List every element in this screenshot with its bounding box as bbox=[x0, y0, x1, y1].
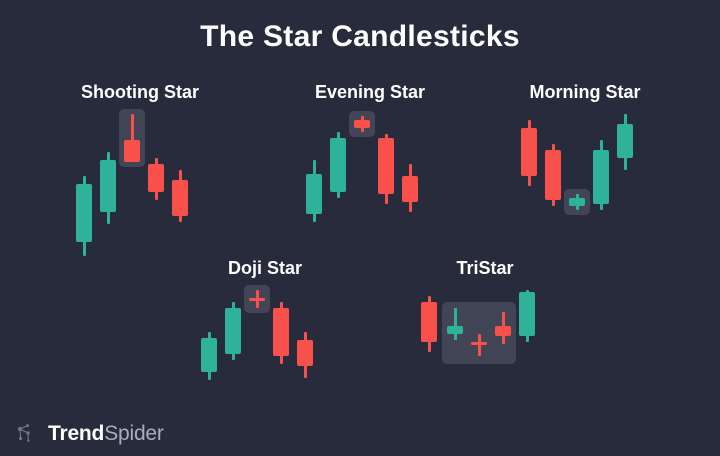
candle-body bbox=[354, 120, 370, 128]
candle-body bbox=[521, 128, 537, 176]
pattern-tristar: TriStar bbox=[405, 258, 565, 408]
candle-body bbox=[569, 198, 585, 206]
pattern-label-shooting-star: Shooting Star bbox=[81, 82, 199, 102]
pattern-evening-star: Evening Star bbox=[290, 82, 450, 252]
candle-body bbox=[249, 298, 265, 301]
candle-body bbox=[124, 140, 140, 162]
page-title: The Star Candlesticks bbox=[200, 20, 520, 53]
candle-wick bbox=[130, 114, 134, 162]
candle-body bbox=[447, 326, 463, 334]
candle-body bbox=[76, 184, 92, 242]
candle-body bbox=[402, 176, 418, 202]
candle-body bbox=[378, 138, 394, 194]
candle-body bbox=[148, 164, 164, 192]
brand-name-light: Spider bbox=[104, 422, 164, 445]
candle-body bbox=[100, 160, 116, 212]
pattern-label-doji-star: Doji Star bbox=[227, 258, 302, 278]
brand-name: TrendSpider bbox=[48, 422, 164, 446]
candle-body bbox=[297, 340, 313, 366]
candle-canvas-tristar bbox=[405, 288, 565, 408]
candle-canvas-evening-star bbox=[290, 111, 450, 252]
candle-body bbox=[330, 138, 346, 192]
candle-wick bbox=[477, 334, 481, 356]
trendspider-molecule-icon bbox=[16, 422, 40, 446]
candle-body bbox=[421, 302, 437, 342]
candle-body bbox=[225, 308, 241, 354]
candle-body bbox=[617, 124, 633, 158]
candle-body bbox=[545, 150, 561, 200]
pattern-label-evening-star: Evening Star bbox=[314, 82, 426, 102]
candle-body bbox=[273, 308, 289, 356]
candle-wick bbox=[453, 308, 457, 340]
candle-body bbox=[306, 174, 322, 214]
candle-body bbox=[519, 292, 535, 336]
candle-body bbox=[201, 338, 217, 372]
pattern-morning-star: Morning Star bbox=[505, 82, 665, 252]
candle-body bbox=[471, 342, 487, 345]
brand-logo: TrendSpider bbox=[16, 422, 164, 446]
pattern-label-morning-star: Morning Star bbox=[529, 82, 641, 102]
candle-body bbox=[172, 180, 188, 216]
candle-canvas-doji-star bbox=[185, 285, 345, 408]
pattern-shooting-star: Shooting Star bbox=[60, 82, 220, 256]
brand-name-bold: Trend bbox=[48, 422, 105, 445]
candle-canvas-morning-star bbox=[505, 112, 665, 252]
pattern-doji-star: Doji Star bbox=[185, 258, 345, 408]
candle-body bbox=[593, 150, 609, 204]
pattern-label-tristar: TriStar bbox=[456, 258, 514, 278]
candle-body bbox=[495, 326, 511, 336]
candle-canvas-shooting-star bbox=[60, 109, 220, 256]
